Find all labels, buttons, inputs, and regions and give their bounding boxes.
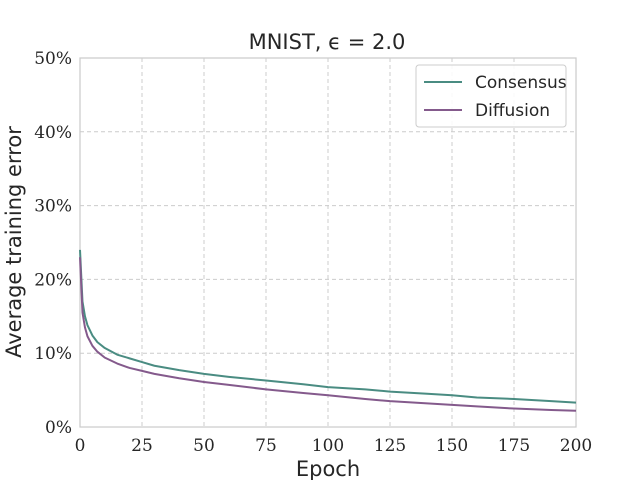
x-tick-label: 150	[436, 436, 468, 456]
y-tick-label: 30%	[34, 197, 72, 217]
legend-box	[415, 64, 567, 128]
series-line-diffusion	[79, 257, 577, 412]
legend-label-diffusion: Diffusion	[475, 101, 550, 121]
x-tick-label: 75	[255, 436, 277, 456]
y-tick-label: 0%	[45, 418, 72, 438]
x-tick-label: 175	[498, 436, 530, 456]
x-tick-label: 125	[374, 436, 406, 456]
series-line-consensus	[79, 249, 577, 404]
x-tick-label: 50	[193, 436, 215, 456]
y-tick-label: 40%	[34, 123, 72, 143]
x-tick-label: 100	[312, 436, 344, 456]
y-tick-label: 10%	[34, 344, 72, 364]
y-tick-label: 50%	[34, 49, 72, 69]
y-tick-label: 20%	[34, 270, 72, 290]
x-tick-label: 25	[131, 436, 153, 456]
series-lines	[79, 249, 577, 412]
tick-labels: 0 25 50 75 100 125 150 175 200 0% 10% 20% 30% 40% 50%	[34, 49, 592, 456]
x-tick-label: 0	[75, 436, 86, 456]
x-axis-label: Epoch	[296, 457, 360, 480]
legend: Consensus Diffusion	[415, 64, 567, 128]
y-axis-label: Average training error	[2, 126, 26, 358]
legend-label-consensus: Consensus	[475, 73, 567, 93]
x-tick-label: 200	[560, 436, 592, 456]
plot-frame	[79, 57, 577, 428]
chart-title: MNIST, ϵ = 2.0	[249, 30, 406, 54]
